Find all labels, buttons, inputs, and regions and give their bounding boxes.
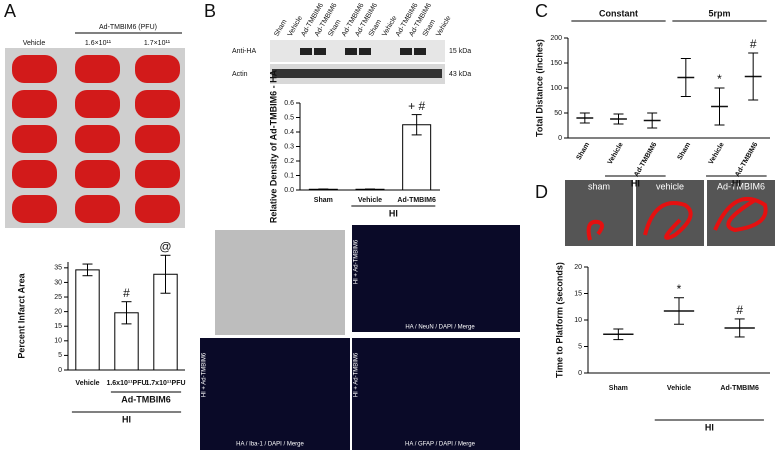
group-label: HI bbox=[631, 178, 640, 188]
panel-letter: C bbox=[535, 1, 548, 21]
track bbox=[643, 201, 693, 240]
micro-label: HA / NeuN / DAPI / Merge bbox=[405, 325, 475, 331]
group-label: HI bbox=[705, 422, 714, 432]
y-tick-label: 0.5 bbox=[284, 114, 294, 121]
y-tick-label: 0.3 bbox=[284, 143, 294, 150]
bands bbox=[272, 48, 442, 78]
annotation: + # bbox=[408, 99, 425, 113]
y-tick-label: 25 bbox=[54, 294, 62, 301]
x-tick-label: Sham bbox=[677, 141, 693, 161]
y-tick-label: 10 bbox=[574, 317, 582, 324]
group-label: Ad-TMBIM6 bbox=[121, 394, 171, 404]
y-tick-label: 100 bbox=[550, 85, 562, 92]
y-tick-label: 0.6 bbox=[284, 100, 294, 107]
blot-size: 43 kDa bbox=[449, 71, 471, 78]
panel-letter: B bbox=[204, 1, 216, 21]
x-tick-label: Ad-TMBIM6 bbox=[397, 197, 436, 204]
y-tick-label: 10 bbox=[54, 338, 62, 345]
y-tick-label: 0.1 bbox=[284, 172, 294, 179]
y-tick-label: 35 bbox=[54, 265, 62, 272]
lane-label: Vehicle bbox=[435, 15, 452, 38]
x-tick-label: Sham bbox=[609, 385, 628, 392]
micro-label: HA / Iba-1 / DAPI / Merge bbox=[236, 442, 304, 448]
x-tick-label: 1.6x10¹¹PFU bbox=[106, 380, 146, 387]
y-tick-label: 0 bbox=[578, 370, 582, 377]
y-tick-label: 0.4 bbox=[284, 129, 294, 136]
y-tick-label: 5 bbox=[578, 343, 582, 350]
micro-label: HI + Ad-TMBIM6 bbox=[202, 352, 208, 397]
track-photo bbox=[636, 180, 704, 246]
group-label: HI bbox=[122, 414, 131, 424]
y-tick-label: 15 bbox=[574, 290, 582, 297]
slices bbox=[12, 55, 180, 223]
y-tick-label: 20 bbox=[574, 264, 582, 271]
x-tick-label: Sham bbox=[314, 197, 333, 204]
y-tick-label: 50 bbox=[554, 110, 562, 117]
x-tick-label: Vehicle bbox=[358, 197, 382, 204]
micrograph bbox=[352, 225, 520, 332]
x-tick-label: Ad-TMBIM6 bbox=[720, 385, 759, 392]
photo-label: 1.6×10¹¹ bbox=[85, 40, 112, 47]
x-tick-label: Vehicle bbox=[75, 380, 99, 387]
y-tick-label: 15 bbox=[54, 323, 62, 330]
brain-section bbox=[215, 230, 345, 335]
x-tick-label: 1.7x10¹¹PFU bbox=[145, 380, 185, 387]
lane-labels: ShamVehicleAd-TMBIM6Ad-TMBIM6ShamAd-TMBI… bbox=[273, 2, 452, 38]
bar bbox=[402, 124, 432, 191]
group-label: Constant bbox=[599, 8, 638, 18]
y-tick-label: 0.2 bbox=[284, 158, 294, 165]
photo-header bbox=[5, 22, 185, 48]
group-label: 5rpm bbox=[708, 8, 730, 18]
y-tick-label: 5 bbox=[58, 352, 62, 359]
y-axis-label: Total Distance (inches) bbox=[534, 39, 544, 137]
group-label: HI bbox=[389, 208, 398, 218]
track bbox=[713, 196, 768, 233]
micro-label: HI + Ad-TMBIM6 bbox=[354, 352, 360, 397]
panel-letter: D bbox=[535, 182, 548, 202]
y-axis-label: Relative Density of Ad-TMBIM6 - HA bbox=[268, 69, 278, 223]
micrograph bbox=[200, 338, 350, 450]
y-tick-label: 0.0 bbox=[284, 187, 294, 194]
track-photo bbox=[565, 180, 633, 246]
x-tick-label: Vehicle bbox=[708, 141, 726, 165]
x-tick-label: Vehicle bbox=[667, 385, 691, 392]
annotation: * bbox=[677, 282, 682, 296]
annotation: @ bbox=[159, 239, 171, 253]
track bbox=[586, 219, 604, 241]
x-tick-label: Ad-TMBIM6 bbox=[633, 141, 658, 178]
annotation: # bbox=[750, 37, 757, 51]
x-tick-label: Ad-TMBIM6 bbox=[734, 141, 759, 178]
blot-label: Anti-HA bbox=[232, 48, 256, 55]
photo-label: 1.7×10¹¹ bbox=[144, 40, 171, 47]
annotation: # bbox=[736, 303, 743, 317]
x-tick-label: Vehicle bbox=[607, 141, 625, 165]
bar bbox=[75, 269, 100, 371]
y-tick-label: 30 bbox=[54, 279, 62, 286]
x-tick-label: Sham bbox=[576, 141, 592, 161]
panel-letter: A bbox=[4, 1, 16, 21]
blot-size: 15 kDa bbox=[449, 48, 471, 55]
micro-label: HI + Ad-TMBIM6 bbox=[354, 239, 360, 284]
photo-label: sham bbox=[588, 181, 610, 191]
micrograph bbox=[352, 338, 520, 450]
y-axis-label: Percent Infarct Area bbox=[16, 272, 26, 358]
blot-label: Actin bbox=[232, 71, 248, 78]
group-label: HI bbox=[732, 178, 741, 188]
photo-label: Ad-TMBIM6 (PFU) bbox=[99, 24, 157, 31]
y-tick-label: 20 bbox=[54, 308, 62, 315]
micro-label: HA / GFAP / DAPI / Merge bbox=[405, 442, 476, 448]
y-tick-label: 150 bbox=[550, 60, 562, 67]
blot-ha bbox=[270, 40, 445, 62]
y-tick-label: 0 bbox=[558, 135, 562, 142]
annotation: * bbox=[717, 72, 722, 86]
y-tick-label: 200 bbox=[550, 35, 562, 42]
annotation: # bbox=[123, 286, 130, 300]
photo-label: Vehicle bbox=[23, 40, 46, 47]
photo-label: vehicle bbox=[656, 181, 684, 191]
y-axis-label: Time to Platform (seconds) bbox=[554, 262, 564, 378]
y-tick-label: 0 bbox=[58, 367, 62, 374]
photo-label: Ad-TMBIM6 bbox=[717, 181, 765, 191]
